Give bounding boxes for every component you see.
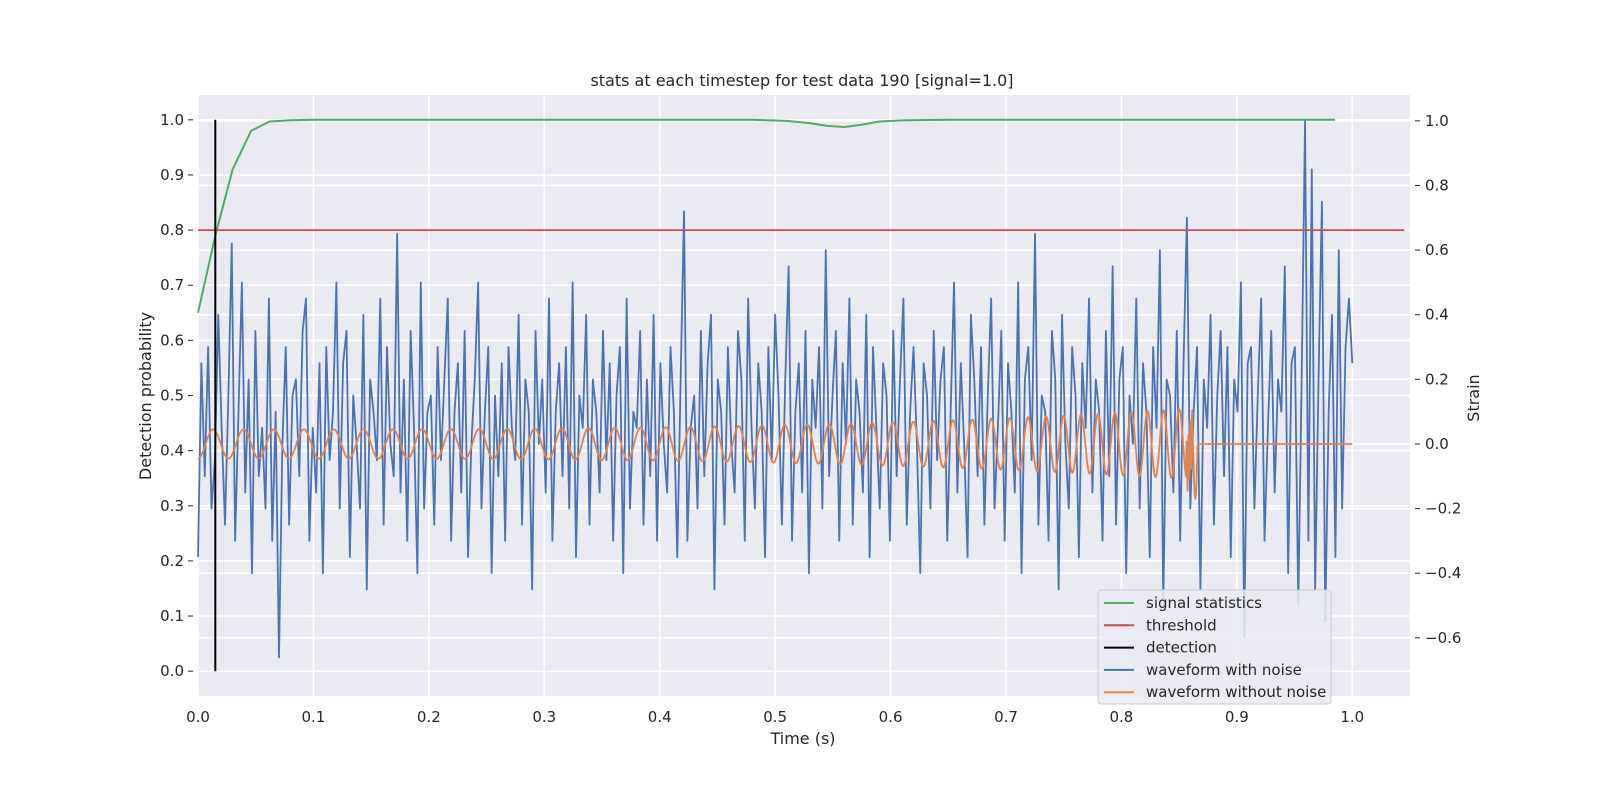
- y-axis-right-label: Strain: [1464, 374, 1483, 421]
- legend-label: signal statistics: [1146, 594, 1262, 612]
- y-left-tick-label: 0.2: [160, 552, 184, 570]
- y-left-tick-label: 1.0: [160, 111, 184, 129]
- y-left-tick-label: 0.3: [160, 497, 184, 515]
- y-right-tick-label: 1.0: [1425, 112, 1449, 130]
- series-signal-statistics: [197, 118, 1335, 314]
- x-tick-label: 0.9: [1225, 708, 1249, 726]
- y-right-tick-label: 0.0: [1425, 435, 1449, 453]
- y-right-tick-label: 0.6: [1425, 241, 1449, 259]
- x-tick-label: 0.2: [417, 708, 441, 726]
- series-waveform-without-noise: [197, 408, 1353, 500]
- y-left-tick-label: 0.8: [160, 221, 184, 239]
- y-left-tick-label: 0.6: [160, 331, 184, 349]
- x-tick-label: 0.8: [1109, 708, 1133, 726]
- x-tick-label: 0.4: [648, 708, 672, 726]
- y-right-tick-label: 0.2: [1425, 370, 1449, 388]
- x-tick-label: 0.6: [879, 708, 903, 726]
- legend-label: detection: [1146, 639, 1217, 657]
- x-tick-label: 0.3: [532, 708, 556, 726]
- y-right-tick-label: −0.2: [1425, 500, 1461, 518]
- chart-title: stats at each timestep for test data 190…: [590, 71, 1013, 90]
- y-right-tick-label: −0.4: [1425, 564, 1461, 582]
- y-left-tick-label: 0.5: [160, 387, 184, 405]
- x-tick-label: 0.0: [186, 708, 210, 726]
- x-axis-label: Time (s): [769, 729, 835, 748]
- y-right-tick-label: 0.8: [1425, 176, 1449, 194]
- x-tick-label: 0.5: [763, 708, 787, 726]
- y-left-tick-label: 0.4: [160, 442, 184, 460]
- x-tick-label: 0.7: [994, 708, 1018, 726]
- legend-label: waveform without noise: [1146, 683, 1326, 701]
- legend-box: [1097, 589, 1332, 705]
- y-left-tick-label: 0.7: [160, 276, 184, 294]
- y-left-tick-label: 0.9: [160, 166, 184, 184]
- y-right-tick-label: −0.6: [1425, 629, 1461, 647]
- series-waveform-with-noise: [197, 119, 1354, 659]
- y-left-tick-label: 0.1: [160, 607, 184, 625]
- legend-label: threshold: [1146, 616, 1217, 634]
- x-tick-label: 1.0: [1340, 708, 1364, 726]
- series-layer: [197, 118, 1405, 672]
- x-tick-label: 0.1: [301, 708, 325, 726]
- ticks: 0.0 0.1 0.2 0.3 0.4 0.5 0.6 0.7 0.8 0.9 1.0 0.0 0.1 0…: [160, 111, 1461, 726]
- y-right-tick-label: 0.4: [1425, 306, 1449, 324]
- legend: signal statistics threshold detection wavef…: [1097, 589, 1332, 705]
- y-axis-left-label: Detection probability: [136, 312, 155, 480]
- legend-label: waveform with noise: [1146, 661, 1302, 679]
- y-left-tick-label: 0.0: [160, 662, 184, 680]
